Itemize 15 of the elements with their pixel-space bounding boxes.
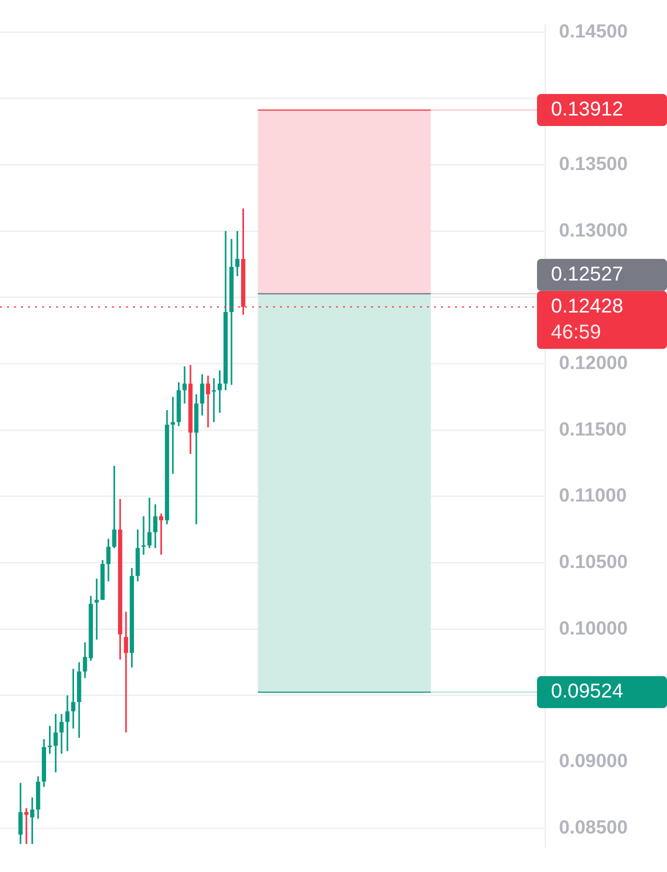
y-tick-label: 0.13000 (559, 220, 628, 242)
y-tick-label: 0.12000 (559, 352, 628, 374)
y-tick-label: 0.10000 (559, 618, 628, 640)
y-tick-label: 0.11500 (559, 419, 627, 440)
ref-line-label: 0.13912 (551, 98, 624, 121)
ref-line-label: 0.09524 (551, 680, 624, 703)
y-tick-label: 0.13500 (559, 154, 628, 175)
text: 46:59 (551, 321, 602, 344)
y-tick-label: 0.09000 (559, 750, 628, 772)
ref-line-label: 0.12527 (551, 263, 624, 286)
y-tick-label: 0.11000 (559, 486, 627, 507)
y-tick-label: 0.08500 (559, 817, 628, 838)
ref-line-label: 0.12428 (551, 295, 624, 318)
y-tick-label: 0.10500 (559, 552, 628, 573)
y-tick-label: 0.14500 (559, 21, 628, 42)
